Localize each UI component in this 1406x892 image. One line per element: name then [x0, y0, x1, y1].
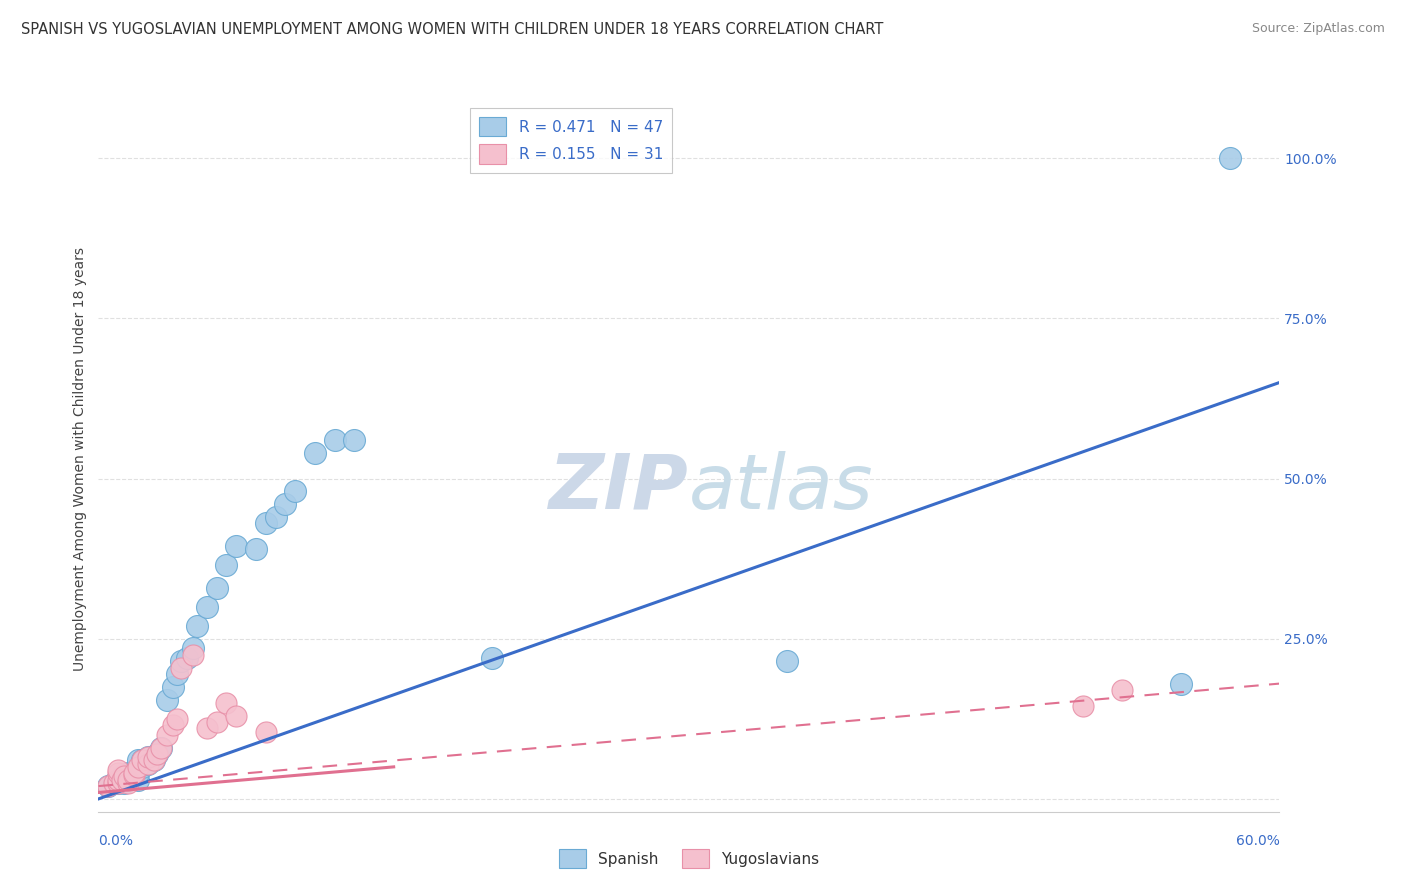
Point [107, 772, 129, 787]
Point [225, 539, 247, 553]
Point [156, 728, 179, 742]
Point [107, 772, 129, 787]
Point [127, 760, 149, 774]
Point [107, 763, 129, 777]
Point [254, 724, 277, 739]
Legend: Spanish, Yugoslavians: Spanish, Yugoslavians [553, 843, 825, 874]
Point [107, 772, 129, 787]
Point [776, 654, 799, 668]
Point [103, 776, 125, 790]
Point [343, 433, 366, 447]
Point [111, 774, 134, 789]
Point [97, 779, 120, 793]
Point [181, 641, 204, 656]
Point [117, 767, 139, 781]
Point [146, 747, 169, 761]
Text: SPANISH VS YUGOSLAVIAN UNEMPLOYMENT AMONG WOMEN WITH CHILDREN UNDER 18 YEARS COR: SPANISH VS YUGOSLAVIAN UNEMPLOYMENT AMON… [21, 22, 883, 37]
Point [215, 696, 238, 710]
Point [131, 760, 153, 774]
Point [136, 756, 159, 771]
Point [131, 754, 153, 768]
Point [150, 740, 173, 755]
Point [181, 648, 204, 662]
Point [142, 754, 165, 768]
Point [481, 651, 503, 665]
Text: ZIP: ZIP [550, 450, 689, 524]
Point [1111, 683, 1133, 698]
Point [1071, 699, 1094, 714]
Point [131, 754, 153, 768]
Point [274, 497, 297, 511]
Text: Source: ZipAtlas.com: Source: ZipAtlas.com [1251, 22, 1385, 36]
Point [176, 651, 198, 665]
Point [323, 433, 346, 447]
Point [107, 776, 129, 790]
Point [127, 766, 149, 780]
Point [103, 776, 125, 790]
Y-axis label: Unemployment Among Women with Children Under 18 years: Unemployment Among Women with Children U… [73, 247, 87, 672]
Point [162, 680, 184, 694]
Point [97, 779, 120, 793]
Point [122, 769, 145, 784]
Point [136, 750, 159, 764]
Point [122, 766, 145, 780]
Point [117, 772, 139, 787]
Point [122, 766, 145, 780]
Point [195, 722, 218, 736]
Point [127, 760, 149, 774]
Point [264, 510, 287, 524]
Point [166, 712, 188, 726]
Point [112, 776, 135, 790]
Point [142, 754, 165, 768]
Point [195, 599, 218, 614]
Point [146, 747, 169, 761]
Point [225, 708, 247, 723]
Text: 60.0%: 60.0% [1236, 834, 1279, 848]
Point [127, 754, 149, 768]
Point [254, 516, 277, 531]
Point [111, 772, 134, 787]
Point [170, 654, 193, 668]
Point [166, 667, 188, 681]
Point [117, 776, 139, 790]
Point [112, 769, 135, 784]
Point [1219, 151, 1241, 165]
Point [122, 767, 145, 781]
Point [117, 766, 139, 780]
Point [205, 714, 228, 729]
Point [205, 581, 228, 595]
Point [107, 766, 129, 780]
Point [107, 776, 129, 790]
Point [170, 660, 193, 674]
Point [1170, 676, 1192, 690]
Point [136, 756, 159, 771]
Point [162, 718, 184, 732]
Point [215, 558, 238, 573]
Point [156, 692, 179, 706]
Point [150, 740, 173, 755]
Point [186, 619, 208, 633]
Point [245, 542, 267, 557]
Point [117, 772, 139, 787]
Point [284, 484, 307, 499]
Point [127, 772, 149, 787]
Text: atlas: atlas [689, 450, 873, 524]
Text: 0.0%: 0.0% [98, 834, 134, 848]
Point [304, 446, 326, 460]
Point [111, 769, 134, 784]
Point [136, 750, 159, 764]
